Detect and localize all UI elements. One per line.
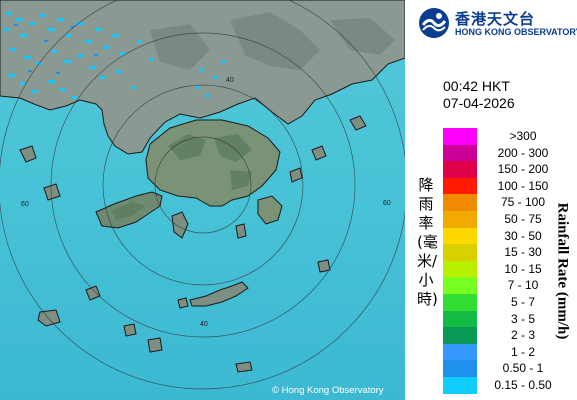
legend-swatch bbox=[443, 277, 477, 294]
info-panel: 香港天文台 HONG KONG OBSERVATORY 00:42 HKT 07… bbox=[405, 0, 577, 400]
legend-label: 150 - 200 bbox=[497, 162, 549, 177]
rainfall-legend: >300 200 - 300 150 - 200 100 - 150 75 - 100 5… bbox=[443, 128, 571, 394]
legend-swatch bbox=[443, 293, 477, 311]
legend-label: 50 - 75 bbox=[504, 211, 542, 226]
legend-row: 2 - 3 bbox=[443, 327, 571, 344]
legend-label: 3 - 5 bbox=[510, 311, 535, 326]
legend-row: 100 - 150 bbox=[443, 177, 571, 195]
lema-islands bbox=[189, 281, 249, 307]
east-island-3 bbox=[349, 115, 367, 131]
west-island-4 bbox=[43, 183, 61, 201]
south-island-2 bbox=[123, 323, 137, 337]
legend-label: 10 - 15 bbox=[504, 261, 542, 276]
legend-swatch bbox=[443, 161, 477, 178]
south-island-1 bbox=[147, 337, 163, 353]
legend-swatch bbox=[443, 360, 477, 377]
range-label: 40 bbox=[226, 77, 234, 84]
legend-label: 5 - 7 bbox=[510, 294, 535, 309]
legend-label: 0.15 - 0.50 bbox=[494, 377, 552, 392]
legend-row: >300 bbox=[443, 128, 571, 145]
legend-swatch bbox=[443, 144, 477, 162]
legend-row: 15 - 30 bbox=[443, 244, 571, 261]
west-island-1 bbox=[37, 309, 61, 327]
copyright-text: © Hong Kong Observatory bbox=[272, 385, 384, 396]
logo-chinese-name: 香港天文台 bbox=[455, 10, 536, 28]
legend-swatch bbox=[443, 177, 477, 195]
legend-row: 30 - 50 bbox=[443, 227, 571, 245]
legend-label: 200 - 300 bbox=[497, 145, 549, 160]
legend-label: 0.50 - 1 bbox=[502, 361, 544, 376]
rain-echoes-dark bbox=[14, 24, 98, 74]
legend-label: 75 - 100 bbox=[500, 195, 546, 210]
range-label: 60 bbox=[383, 200, 391, 207]
legend-swatch bbox=[443, 327, 477, 344]
legend-swatch bbox=[443, 310, 477, 328]
mainland-relief bbox=[150, 12, 395, 70]
east-island-4 bbox=[289, 167, 303, 183]
relief-ridges bbox=[112, 134, 252, 220]
legend-row: 50 - 75 bbox=[443, 210, 571, 228]
legend-swatch bbox=[443, 376, 477, 394]
east-island-2 bbox=[311, 145, 327, 161]
legend-row: 0.50 - 1 bbox=[443, 360, 571, 377]
legend-row: 0.15 - 0.50 bbox=[443, 376, 571, 394]
legend-label: 30 - 50 bbox=[504, 228, 542, 243]
legend-row: 1 - 2 bbox=[443, 343, 571, 361]
legend-row: 75 - 100 bbox=[443, 194, 571, 211]
range-label: 40 bbox=[200, 321, 208, 328]
observatory-logo[interactable]: 香港天文台 HONG KONG OBSERVATORY bbox=[417, 6, 577, 40]
legend-swatch bbox=[443, 244, 477, 261]
outer-island-1 bbox=[177, 297, 189, 309]
range-label: 60 bbox=[21, 201, 29, 208]
south-island-3 bbox=[235, 361, 253, 373]
legend-title-english: Rainfall Rate (mm/h) bbox=[552, 176, 572, 366]
legend-label: 100 - 150 bbox=[497, 178, 549, 193]
legend-label: 15 - 30 bbox=[504, 245, 542, 260]
legend-label: 2 - 3 bbox=[510, 328, 535, 343]
legend-swatch bbox=[443, 194, 477, 211]
legend-row: 5 - 7 bbox=[443, 293, 571, 311]
legend-title-english-text: Rainfall Rate (mm/h) bbox=[554, 202, 571, 340]
po-toi-island bbox=[235, 223, 247, 239]
legend-row: 7 - 10 bbox=[443, 277, 571, 294]
legend-label: 7 - 10 bbox=[507, 278, 539, 293]
legend-swatch bbox=[443, 210, 477, 228]
legend-swatch bbox=[443, 128, 477, 145]
observation-date: 07-04-2026 bbox=[443, 95, 515, 111]
legend-swatch bbox=[443, 227, 477, 245]
legend-row: 10 - 15 bbox=[443, 260, 571, 278]
sai-kung-peninsula bbox=[257, 195, 283, 225]
legend-row: 150 - 200 bbox=[443, 161, 571, 178]
observatory-emblem-icon bbox=[419, 8, 449, 38]
radar-map[interactable]: 40 60 60 40 © Hong Kong Observatory bbox=[0, 0, 405, 400]
legend-swatch bbox=[443, 260, 477, 278]
west-island-2 bbox=[85, 285, 101, 301]
legend-row: 3 - 5 bbox=[443, 310, 571, 328]
east-island-1 bbox=[317, 259, 331, 273]
range-labels: 40 60 60 40 bbox=[21, 77, 391, 328]
legend-swatch bbox=[443, 343, 477, 361]
legend-row: 200 - 300 bbox=[443, 144, 571, 162]
legend-label: 1 - 2 bbox=[510, 344, 535, 359]
legend-title-chinese: 降雨率(毫米/小時) bbox=[417, 176, 438, 308]
legend-label: >300 bbox=[509, 129, 537, 143]
range-rings bbox=[0, 0, 405, 390]
west-island-3 bbox=[19, 145, 37, 163]
observation-time: 00:42 HKT bbox=[443, 78, 510, 94]
rain-echoes bbox=[4, 12, 225, 99]
lamma-island bbox=[171, 211, 189, 239]
logo-english-name: HONG KONG OBSERVATORY bbox=[455, 27, 577, 37]
